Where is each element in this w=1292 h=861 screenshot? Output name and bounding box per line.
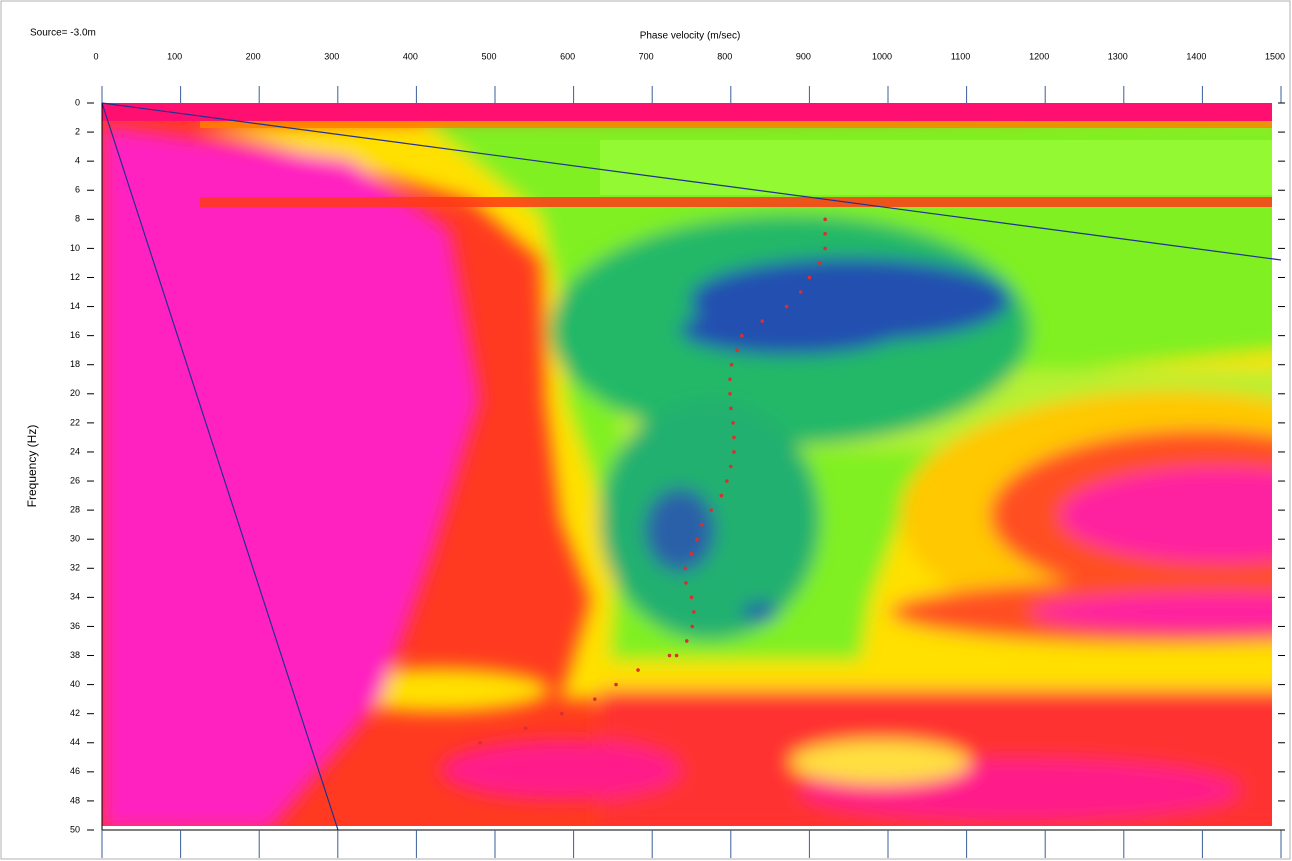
y-tick-label: 0 — [75, 97, 80, 107]
pick-point — [729, 362, 734, 367]
y-tick-label: 32 — [70, 563, 80, 573]
pick-point — [674, 653, 679, 658]
pick-point — [725, 479, 729, 483]
y-tick-label: 8 — [75, 214, 80, 224]
pick-point — [823, 232, 827, 236]
y-tick-label: 38 — [70, 650, 80, 660]
x-tick-label: 0 — [93, 51, 98, 61]
pick-point — [735, 348, 739, 352]
y-tick-label: 24 — [70, 446, 80, 456]
x-tick-label: 200 — [246, 51, 261, 61]
x-tick-label: 300 — [324, 51, 339, 61]
pick-point — [732, 435, 736, 440]
y-tick-label: 22 — [70, 417, 80, 427]
pick-point — [523, 726, 528, 731]
y-tick-label: 30 — [70, 534, 80, 544]
pick-point — [593, 697, 597, 701]
y-tick-label: 50 — [70, 824, 80, 834]
x-tick-label: 1000 — [872, 51, 892, 61]
y-tick-label: 6 — [75, 185, 80, 195]
pick-point — [784, 304, 789, 309]
y-tick-label: 2 — [75, 126, 80, 136]
y-tick-label: 4 — [75, 156, 80, 166]
pick-point — [823, 246, 827, 251]
pick-point — [740, 333, 744, 338]
pick-point — [683, 566, 688, 571]
y-tick-label: 42 — [70, 708, 80, 718]
y-tick-label: 26 — [70, 475, 80, 485]
pick-point — [690, 624, 695, 629]
pick-point — [689, 551, 694, 556]
pick-point — [798, 290, 803, 294]
x-tick-label: 1500 — [1265, 51, 1285, 61]
y-tick-label: 12 — [70, 272, 80, 282]
x-tick-label: 100 — [167, 51, 182, 61]
y-tick-label: 36 — [70, 621, 80, 631]
y-tick-label: 10 — [70, 243, 80, 253]
dispersion-image — [102, 103, 1272, 826]
x-tick-label: 500 — [481, 51, 496, 61]
pick-point — [695, 537, 699, 541]
pick-point — [692, 610, 696, 614]
pick-point — [807, 275, 812, 280]
x-tick-label: 1200 — [1029, 51, 1049, 61]
x-axis-title: Phase velocity (m/sec) — [640, 31, 741, 42]
pick-point — [729, 406, 733, 411]
y-axis-title: Frequency (Hz) — [25, 425, 39, 508]
x-tick-label: 600 — [560, 51, 575, 61]
pick-point — [684, 581, 688, 585]
pick-point — [667, 653, 672, 658]
pick-point — [823, 217, 827, 222]
y-tick-label: 14 — [70, 301, 80, 311]
x-tick-label: 800 — [717, 51, 732, 61]
x-tick-label: 1100 — [951, 51, 970, 61]
pick-point — [699, 522, 704, 527]
pick-point — [689, 595, 694, 600]
x-tick-label: 1300 — [1108, 51, 1128, 61]
pick-point — [731, 421, 735, 425]
pick-point — [709, 508, 713, 512]
pick-point — [732, 450, 736, 454]
y-tick-label: 16 — [70, 330, 80, 340]
y-tick-label: 28 — [70, 504, 80, 514]
pick-point — [760, 319, 765, 323]
limit-line — [101, 102, 1282, 261]
y-tick-label: 48 — [70, 795, 80, 805]
x-tick-label: 400 — [403, 51, 418, 61]
x-tick-label: 1400 — [1186, 51, 1206, 61]
limit-line — [101, 102, 339, 831]
chart-title: Source= -3.0m — [30, 28, 96, 39]
y-tick-label: 40 — [70, 679, 80, 689]
pick-point — [614, 682, 618, 687]
x-tick-label: 900 — [796, 51, 811, 61]
y-tick-label: 20 — [70, 388, 80, 398]
pick-point — [729, 464, 733, 469]
y-tick-label: 18 — [70, 359, 80, 369]
pick-point — [560, 711, 564, 716]
pick-point — [636, 668, 640, 672]
pick-point — [478, 740, 482, 745]
pick-point — [728, 392, 732, 396]
x-tick-label: 700 — [639, 51, 654, 61]
y-tick-label: 46 — [70, 766, 80, 776]
pick-point — [817, 261, 822, 265]
pick-point — [728, 377, 732, 382]
y-tick-label: 34 — [70, 592, 80, 602]
pick-point — [719, 493, 724, 498]
y-tick-label: 44 — [70, 737, 80, 747]
pick-point — [684, 639, 689, 643]
